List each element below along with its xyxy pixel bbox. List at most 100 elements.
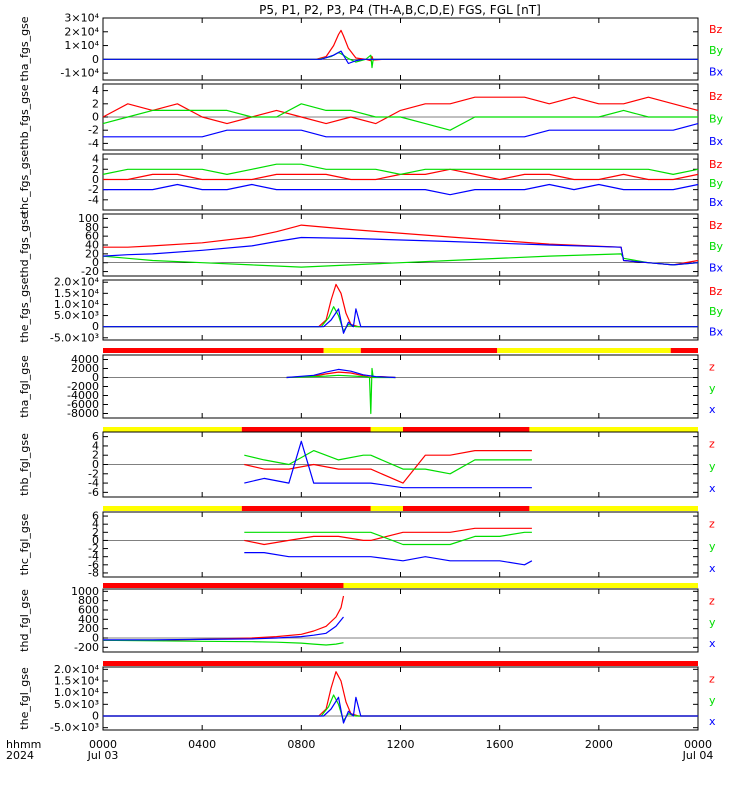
y-axis-label: thd_fgs_gse (18, 212, 31, 278)
status-bar-segment (343, 583, 698, 588)
status-bar-segment (529, 506, 698, 511)
panel-frame (102, 17, 699, 81)
y-tick-label: 1000 (71, 585, 99, 598)
series-line-z (103, 595, 345, 641)
status-bar-segment (370, 506, 403, 511)
legend-entry-y: y (709, 382, 716, 395)
y-tick-label: 0 (92, 256, 99, 269)
legend-entry-x: x (709, 562, 716, 575)
y-tick-label: -2 (88, 124, 99, 137)
legend-entry-By: By (709, 240, 724, 253)
y-tick-label: 0 (92, 53, 99, 66)
y-tick-label: -4000 (67, 389, 99, 402)
legend-entry-Bx: Bx (709, 65, 724, 78)
y-tick-label: -200 (74, 641, 99, 654)
panel-frame (102, 511, 699, 578)
y-tick-label: 3×10⁴ (64, 12, 99, 25)
legend-entry-Bz: Bz (709, 158, 723, 171)
legend-entry-z: z (709, 594, 715, 607)
y-tick-label: 4 (92, 439, 99, 452)
series-line-Bx (103, 123, 699, 138)
legend-entry-z: z (709, 672, 715, 685)
series-line-Bx (103, 308, 698, 334)
y-axis-label: thc_fgs_gse (18, 150, 31, 215)
legend-entry-By: By (709, 305, 724, 318)
y-tick-label: 4000 (71, 353, 99, 366)
status-bar-segment (370, 427, 403, 432)
y-tick-label: 100 (78, 212, 99, 225)
status-bar-segment (402, 506, 530, 511)
panel-thc_fgs_gse: -4-2024 thc_fgs_gse Bz By Bx (18, 150, 724, 215)
status-bar-segment (241, 506, 371, 511)
y-tick-label: 20 (85, 247, 99, 260)
y-tick-label: 2 (92, 163, 99, 176)
series-line-By (103, 51, 698, 69)
y-tick-label: 0 (92, 710, 99, 723)
series-line-y (286, 367, 396, 415)
series-line-Bz (103, 283, 698, 328)
y-tick-label: 5.0×10³ (54, 309, 99, 322)
date-label-end: Jul 04 (682, 749, 714, 762)
y-tick-label: 2 (92, 449, 99, 462)
y-tick-label: -1×10⁴ (60, 67, 99, 80)
status-bar-segment (103, 583, 344, 588)
panel-frame (102, 666, 699, 731)
y-tick-label: 4 (92, 518, 99, 531)
y-tick-label: -4 (88, 137, 99, 150)
y-tick-label: 1.5×10⁴ (54, 287, 100, 300)
legend-entry-By: By (709, 112, 724, 125)
legend-entry-By: By (709, 177, 724, 190)
status-bar-segment (402, 427, 530, 432)
y-axis-label: tha_fgl_gse (18, 355, 31, 418)
series-line-x (103, 616, 344, 641)
series-line-By (102, 103, 698, 131)
series-line-x (103, 696, 698, 724)
legend-entry-x: x (709, 482, 716, 495)
y-tick-label: 6 (92, 510, 99, 523)
y-tick-label: 2×10⁴ (64, 25, 99, 38)
series-line-y (244, 450, 532, 475)
series-line-z (103, 671, 698, 717)
legend-entry-y: y (709, 694, 716, 707)
y-tick-label: 6 (92, 430, 99, 443)
y-tick-label: 40 (85, 239, 99, 252)
y-tick-label: 2000 (71, 362, 99, 375)
y-tick-label: -6000 (67, 398, 99, 411)
y-tick-label: -8000 (67, 407, 99, 420)
panel-frame (102, 588, 699, 653)
panel-frame (102, 213, 699, 277)
series-line-Bz (103, 224, 699, 266)
y-tick-label: -4 (88, 550, 99, 563)
legend-entry-z: z (709, 360, 715, 373)
y-tick-label: 60 (85, 230, 99, 243)
legend-entry-Bx: Bx (709, 326, 724, 339)
series-line-Bx (103, 183, 699, 196)
plot-title: P5, P1, P2, P3, P4 (TH-A,B,C,D,E) FGS, F… (259, 3, 541, 17)
series-line-Bz (103, 29, 698, 62)
series-line-Bz (102, 96, 699, 125)
y-tick-label: -20 (81, 265, 99, 278)
legend-entry-x: x (709, 403, 716, 416)
series-line-x (286, 368, 396, 379)
x-tick-label: 0000 (89, 738, 117, 751)
y-tick-label: 0 (92, 320, 99, 333)
date-label-start: Jul 03 (87, 749, 119, 762)
y-axis-label: the_fgl_gse (18, 667, 31, 730)
y-tick-label: 0 (92, 632, 99, 645)
corner-label-hhmm: hhmm (6, 738, 41, 751)
status-bar-segment (103, 661, 698, 666)
x-tick-label: 0800 (287, 738, 315, 751)
panel-frame (102, 153, 699, 211)
y-tick-label: 2.0×10⁴ (54, 276, 100, 289)
y-tick-label: 400 (78, 613, 99, 626)
y-tick-label: 1.0×10⁴ (54, 298, 100, 311)
legend-entry-Bx: Bx (709, 261, 724, 274)
series-line-By (102, 163, 699, 175)
y-axis-label: thb_fgs_gse (18, 84, 31, 150)
